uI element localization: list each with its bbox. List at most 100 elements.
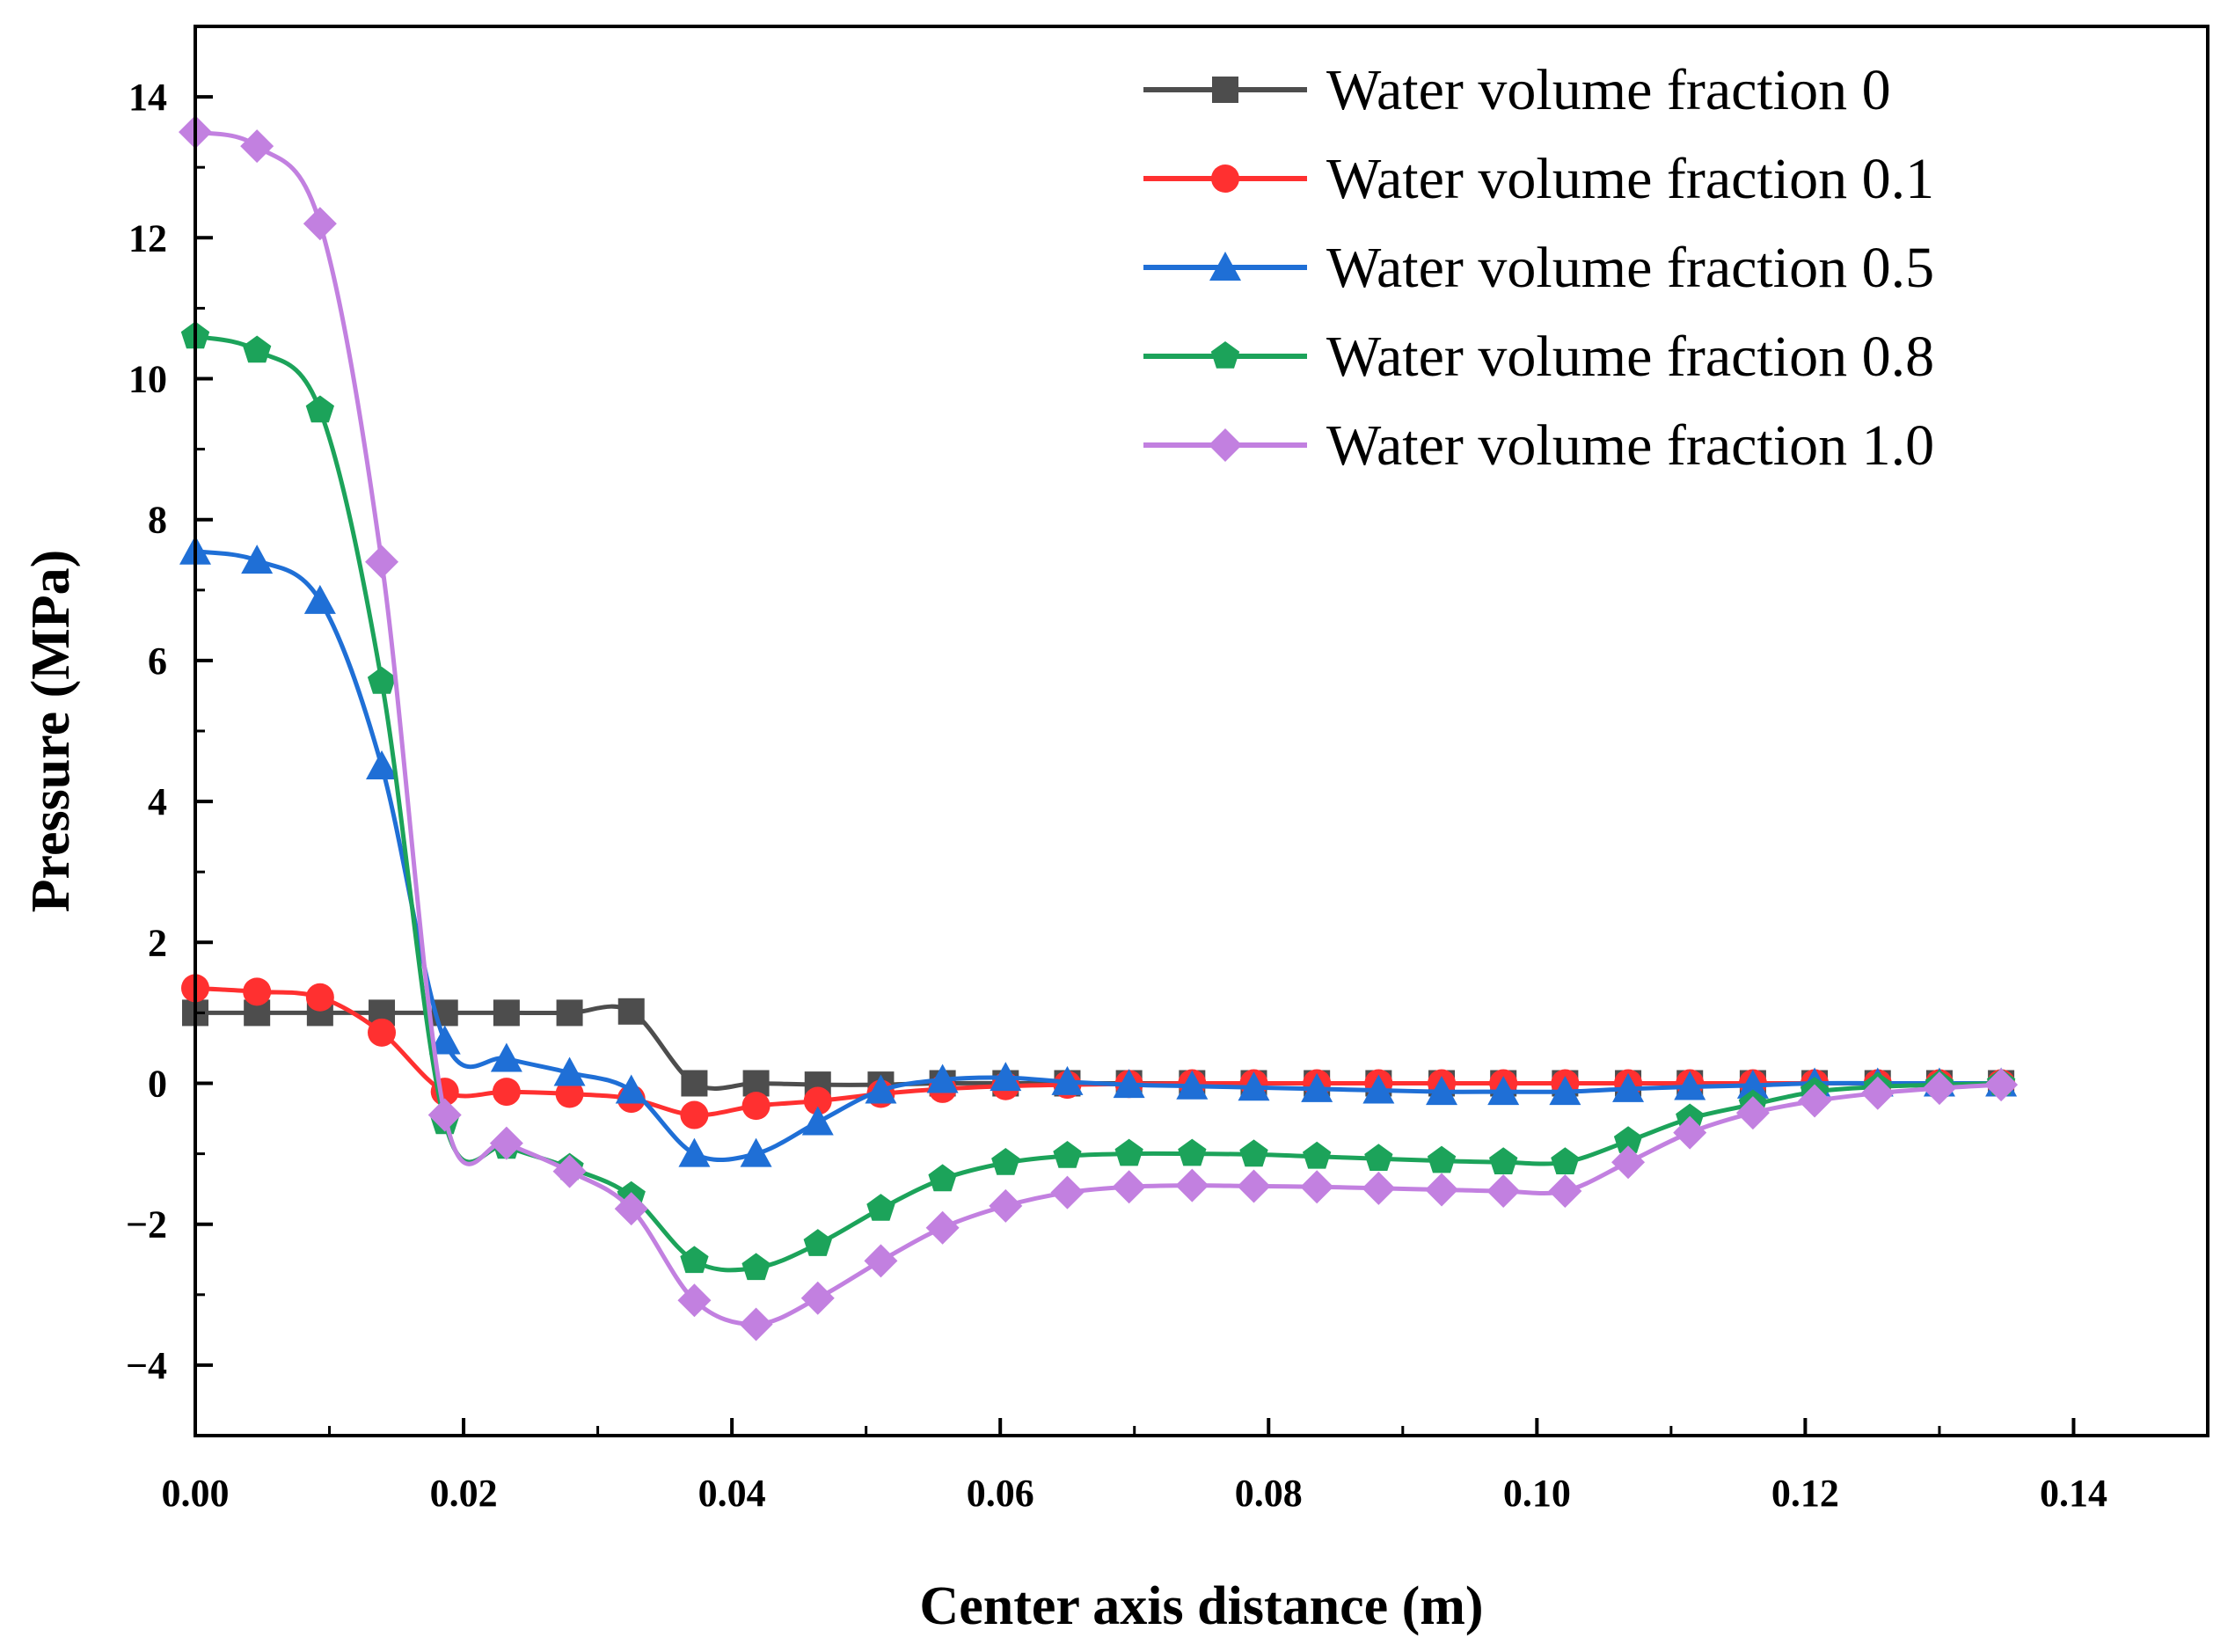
data-point	[305, 395, 334, 423]
data-point	[1427, 1145, 1457, 1173]
legend-marker	[1212, 77, 1238, 103]
data-point	[739, 1307, 773, 1341]
data-point	[991, 1148, 1020, 1175]
data-point	[303, 207, 337, 241]
data-point	[989, 1188, 1023, 1223]
data-point	[490, 1042, 522, 1072]
data-point	[1549, 1076, 1581, 1106]
x-tick-label: 0.14	[2040, 1472, 2107, 1515]
data-point	[680, 1246, 709, 1274]
y-tick-label: 8	[148, 499, 167, 542]
data-point	[1237, 1169, 1271, 1203]
x-tick-label: 0.08	[1235, 1472, 1303, 1515]
data-point	[367, 666, 397, 694]
data-point	[990, 1062, 1022, 1092]
data-point	[553, 1056, 586, 1086]
data-point	[489, 1126, 523, 1160]
data-point	[1050, 1175, 1085, 1210]
legend-item: Water volume fraction 1.0	[1143, 413, 1934, 478]
y-tick-label: 6	[148, 640, 167, 683]
x-tick-label: 0.12	[1771, 1472, 1839, 1515]
data-point	[1176, 1070, 1209, 1100]
data-point	[365, 545, 399, 579]
x-tick-label: 0.04	[698, 1472, 766, 1515]
data-point	[1425, 1173, 1459, 1207]
data-point	[493, 999, 520, 1027]
data-point	[1613, 1126, 1643, 1153]
legend-item: Water volume fraction 0.1	[1143, 147, 1934, 211]
data-point	[1487, 1076, 1520, 1106]
data-point	[741, 1092, 771, 1121]
data-point	[1489, 1147, 1518, 1174]
data-point	[866, 1194, 895, 1221]
series-line	[194, 985, 2002, 1118]
series-layer	[179, 115, 2019, 1341]
data-point	[615, 1074, 647, 1104]
y-tick-label: 10	[128, 358, 167, 401]
data-point	[1736, 1069, 1769, 1099]
data-point	[1362, 1074, 1395, 1104]
data-point	[1112, 1170, 1146, 1204]
data-point	[1362, 1171, 1396, 1205]
legend-label: Water volume fraction 0	[1326, 58, 1891, 122]
data-point	[741, 1253, 771, 1281]
data-point	[305, 983, 334, 1012]
data-point	[243, 977, 272, 1006]
data-point	[368, 1018, 397, 1047]
data-point	[1426, 1076, 1458, 1106]
legend-item: Water volume fraction 0.8	[1143, 325, 1934, 389]
data-point	[1051, 1065, 1084, 1095]
legend-marker	[1211, 164, 1239, 193]
y-tick-label: −2	[126, 1203, 167, 1246]
data-point	[427, 1098, 462, 1132]
data-point	[1798, 1084, 1832, 1118]
legend-label: Water volume fraction 1.0	[1326, 413, 1934, 478]
x-tick-label: 0.10	[1503, 1472, 1571, 1515]
data-point	[1548, 1174, 1582, 1209]
data-point	[1984, 1068, 2019, 1102]
series-line	[194, 549, 2002, 1163]
axis-ticks: 0.00 0.02 0.04 0.06 0.08 0.10 0.12 0.14 −4 −2 0 2 4 6…	[126, 25, 2107, 1515]
data-point	[1175, 1168, 1209, 1202]
legend-label: Water volume fraction 0.1	[1326, 147, 1934, 211]
data-point	[1113, 1069, 1145, 1099]
series-line	[194, 1004, 2002, 1091]
y-tick-label: 12	[128, 216, 167, 259]
data-point	[1301, 1072, 1333, 1102]
data-point	[556, 999, 583, 1027]
legend: Water volume fraction 0 Water volume frac…	[1143, 58, 1934, 478]
data-point	[1486, 1174, 1521, 1209]
data-point	[1114, 1138, 1143, 1166]
legend-label: Water volume fraction 0.8	[1326, 325, 1934, 389]
data-point	[1053, 1141, 1082, 1168]
data-point	[1364, 1144, 1393, 1171]
data-point	[925, 1210, 960, 1245]
data-point	[1611, 1145, 1646, 1180]
data-point	[678, 1137, 711, 1167]
data-point	[366, 750, 398, 780]
data-point	[1551, 1147, 1580, 1174]
data-point	[240, 129, 274, 164]
data-point	[803, 1086, 832, 1115]
series-line	[194, 129, 2002, 1327]
data-point	[865, 1074, 897, 1104]
data-point	[928, 1164, 957, 1192]
y-axis-title: Pressure (MPa)	[21, 550, 81, 913]
data-point	[803, 1229, 832, 1256]
data-point	[926, 1064, 959, 1093]
data-point	[681, 1070, 708, 1097]
data-point	[303, 584, 336, 614]
data-point	[1239, 1139, 1268, 1167]
data-point	[1674, 1071, 1706, 1100]
data-point	[552, 1154, 587, 1188]
data-point	[864, 1244, 898, 1278]
legend-marker	[1210, 341, 1240, 369]
y-tick-label: −4	[126, 1344, 167, 1387]
data-point	[1860, 1076, 1895, 1110]
legend-marker	[1209, 428, 1242, 462]
x-axis-title: Center axis distance (m)	[919, 1576, 1483, 1636]
data-point	[680, 1100, 709, 1129]
data-point	[492, 1078, 521, 1107]
legend-item: Water volume fraction 0	[1143, 58, 1891, 122]
series-4	[179, 115, 2019, 1341]
